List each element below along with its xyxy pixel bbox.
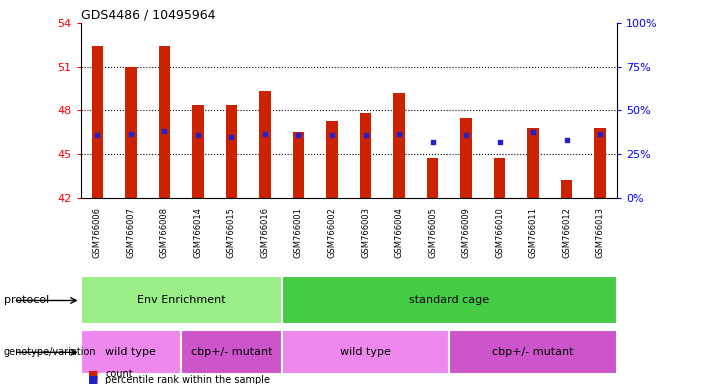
Point — [259, 131, 271, 137]
Point — [561, 136, 572, 142]
Bar — [527, 128, 539, 198]
Bar — [192, 104, 204, 198]
Text: GSM766012: GSM766012 — [562, 207, 571, 258]
Point — [327, 132, 338, 138]
Point — [527, 129, 538, 135]
Text: Env Enrichment: Env Enrichment — [137, 295, 226, 306]
Bar — [393, 93, 405, 198]
Text: genotype/variation: genotype/variation — [4, 347, 96, 358]
Text: standard cage: standard cage — [409, 295, 489, 306]
Text: ■: ■ — [88, 375, 98, 384]
Text: GSM766010: GSM766010 — [495, 207, 504, 258]
Text: GSM766016: GSM766016 — [261, 207, 269, 258]
Bar — [81, 276, 282, 324]
Point — [159, 128, 170, 134]
Text: cbp+/- mutant: cbp+/- mutant — [492, 347, 574, 358]
Text: GSM766015: GSM766015 — [227, 207, 236, 258]
Bar — [561, 180, 573, 198]
Bar — [460, 118, 472, 198]
Bar — [292, 132, 304, 198]
Text: GSM766001: GSM766001 — [294, 207, 303, 258]
Point — [494, 139, 505, 146]
Bar — [158, 46, 170, 198]
Text: GSM766009: GSM766009 — [461, 207, 470, 258]
Bar — [81, 330, 181, 374]
Text: GSM766008: GSM766008 — [160, 207, 169, 258]
Point — [192, 132, 203, 138]
Text: GSM766011: GSM766011 — [529, 207, 538, 258]
Point — [393, 131, 404, 137]
Bar — [282, 276, 617, 324]
Text: wild type: wild type — [105, 347, 156, 358]
Text: ■: ■ — [88, 369, 98, 379]
Text: GSM766014: GSM766014 — [193, 207, 203, 258]
Point — [125, 131, 137, 137]
Bar — [449, 330, 617, 374]
Bar — [326, 121, 338, 198]
Text: wild type: wild type — [340, 347, 391, 358]
Point — [427, 139, 438, 146]
Bar — [181, 330, 282, 374]
Text: GSM766007: GSM766007 — [126, 207, 135, 258]
Point — [594, 131, 606, 137]
Bar — [594, 128, 606, 198]
Bar — [125, 67, 137, 198]
Text: GSM766003: GSM766003 — [361, 207, 370, 258]
Text: GSM766013: GSM766013 — [596, 207, 605, 258]
Point — [226, 134, 237, 140]
Point — [92, 132, 103, 138]
Text: GSM766002: GSM766002 — [327, 207, 336, 258]
Text: GSM766004: GSM766004 — [395, 207, 404, 258]
Point — [293, 132, 304, 138]
Text: protocol: protocol — [4, 295, 49, 306]
Text: percentile rank within the sample: percentile rank within the sample — [105, 375, 270, 384]
Text: GDS4486 / 10495964: GDS4486 / 10495964 — [81, 9, 215, 22]
Point — [360, 132, 371, 138]
Text: GSM766005: GSM766005 — [428, 207, 437, 258]
Text: cbp+/- mutant: cbp+/- mutant — [191, 347, 272, 358]
Bar — [427, 159, 438, 198]
Bar — [226, 104, 238, 198]
Bar — [282, 330, 449, 374]
Bar — [92, 46, 103, 198]
Text: count: count — [105, 369, 132, 379]
Bar — [259, 91, 271, 198]
Bar — [360, 113, 372, 198]
Bar — [494, 159, 505, 198]
Text: GSM766006: GSM766006 — [93, 207, 102, 258]
Point — [461, 132, 472, 138]
